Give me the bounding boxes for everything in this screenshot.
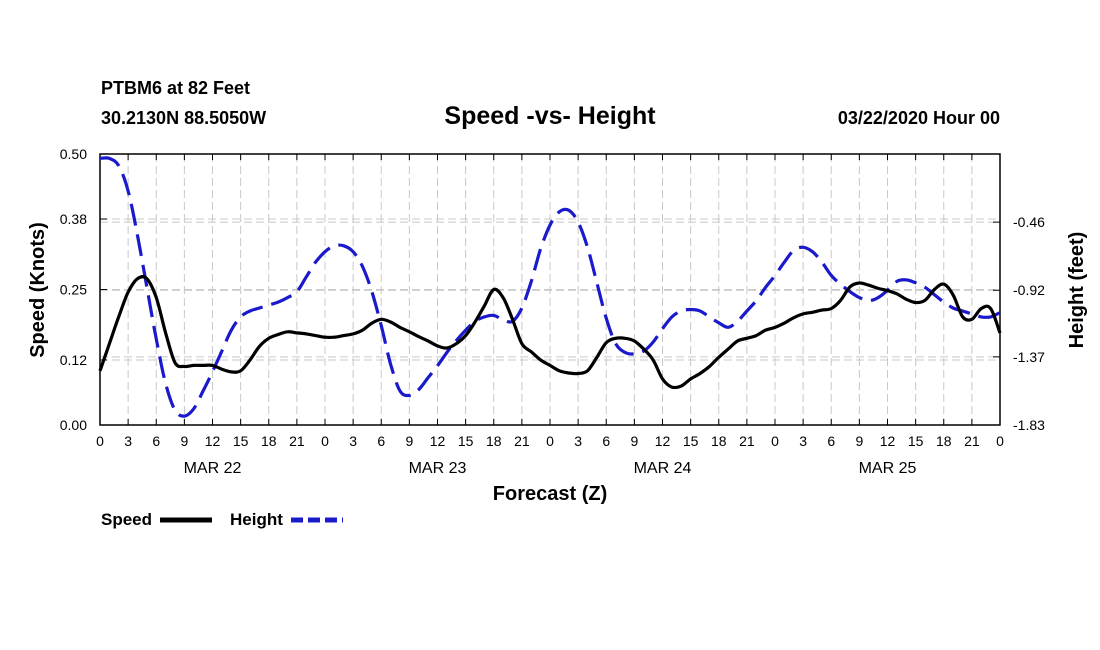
x-tick-label: 9 <box>855 433 863 449</box>
x-tick-label: 0 <box>771 433 779 449</box>
x-tick-label: 12 <box>430 433 446 449</box>
x-tick-label: 18 <box>486 433 502 449</box>
x-tick-label: 15 <box>233 433 249 449</box>
x-axis-title: Forecast (Z) <box>493 483 607 505</box>
day-labels: MAR 22 MAR 23 MAR 24 MAR 25 <box>184 460 917 477</box>
x-tick-label: 6 <box>377 433 385 449</box>
y-tick-label: 0.38 <box>60 211 87 227</box>
legend: Speed Height <box>101 510 343 529</box>
x-tick-label: 18 <box>711 433 727 449</box>
x-tick-label: 12 <box>655 433 671 449</box>
x-tick-label: 3 <box>799 433 807 449</box>
x-tick-label: 3 <box>349 433 357 449</box>
x-tick-label: 12 <box>880 433 896 449</box>
x-tick-label: 0 <box>321 433 329 449</box>
legend-speed-label: Speed <box>101 510 152 529</box>
series-lines <box>98 156 1002 418</box>
y2-axis-title: Height (feet) <box>1066 232 1088 349</box>
day-label: MAR 24 <box>634 460 692 477</box>
speed-series-line <box>98 275 1002 390</box>
x-tick-label: 3 <box>574 433 582 449</box>
y-tick-label: 0.12 <box>60 352 87 368</box>
y2-tick-label: -0.46 <box>1013 214 1045 230</box>
y-tick-label: 0.25 <box>60 282 87 298</box>
x-tick-label: 21 <box>289 433 305 449</box>
x-tick-label: 3 <box>124 433 132 449</box>
x-tick-label: 18 <box>261 433 277 449</box>
forecast-run-label: 03/22/2020 Hour 00 <box>838 108 1000 128</box>
station-label: PTBM6 at 82 Feet <box>101 78 250 98</box>
x-tick-label: 21 <box>964 433 980 449</box>
x-tick-label: 21 <box>739 433 755 449</box>
x-tick-label: 0 <box>996 433 1004 449</box>
y2-tick-label: -1.37 <box>1013 349 1045 365</box>
y-axis-title: Speed (Knots) <box>27 222 49 358</box>
x-tick-label: 9 <box>405 433 413 449</box>
x-axis-ticks: 0 3 6 9 12 15 18 21 0 3 6 9 12 15 18 21 0 3 6 9 12 15 18 21 0 3 6 9… <box>96 154 1004 449</box>
height-series-line <box>99 156 1001 418</box>
y-tick-label: 0.50 <box>60 146 87 162</box>
x-tick-label: 12 <box>205 433 221 449</box>
x-tick-label: 15 <box>683 433 699 449</box>
y2-axis-ticks: -1.83 -1.37 -0.92 -0.46 <box>993 214 1045 433</box>
grid-lines <box>100 154 1000 426</box>
chart-title: Speed -vs- Height <box>444 102 656 130</box>
x-tick-label: 0 <box>96 433 104 449</box>
y2-tick-label: -1.83 <box>1013 417 1045 433</box>
y-axis-ticks: 0.00 0.12 0.25 0.38 0.50 <box>60 146 107 433</box>
y2-tick-label: -0.92 <box>1013 282 1045 298</box>
x-tick-label: 6 <box>602 433 610 449</box>
y-tick-label: 0.00 <box>60 417 87 433</box>
day-label: MAR 23 <box>409 460 467 477</box>
x-tick-label: 9 <box>630 433 638 449</box>
x-tick-label: 6 <box>827 433 835 449</box>
x-tick-label: 6 <box>152 433 160 449</box>
x-tick-label: 21 <box>514 433 530 449</box>
x-tick-label: 9 <box>180 433 188 449</box>
x-tick-label: 15 <box>908 433 924 449</box>
day-label: MAR 22 <box>184 460 242 477</box>
legend-height-label: Height <box>230 510 283 529</box>
coordinates-label: 30.2130N 88.5050W <box>101 108 266 128</box>
x-tick-label: 0 <box>546 433 554 449</box>
x-tick-label: 18 <box>936 433 952 449</box>
x-tick-label: 15 <box>458 433 474 449</box>
day-label: MAR 25 <box>859 460 917 477</box>
